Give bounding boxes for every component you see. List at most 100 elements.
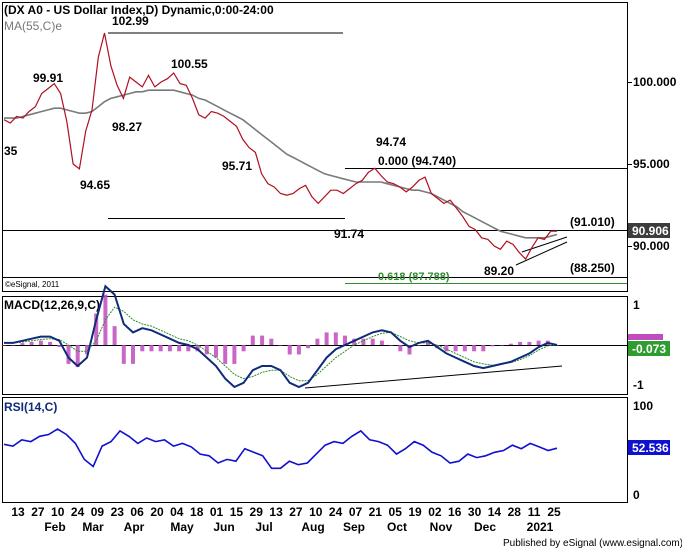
annotation-fib-618: 0.618 (87.788) <box>378 271 450 283</box>
annotation-98-27: 98.27 <box>112 120 142 134</box>
x-month-label: Sep <box>343 520 365 534</box>
macd-histogram-bar <box>499 345 504 346</box>
panel-frames <box>2 2 628 503</box>
macd-histogram-bar <box>186 345 191 352</box>
x-month-label: Jun <box>213 520 234 534</box>
macd-histogram-bar <box>121 345 126 364</box>
macd-histogram-bar <box>324 332 329 345</box>
price-panel: (DX A0 - US Dollar Index,D) Dynamic,0:00… <box>2 3 677 289</box>
x-tick-label: 27 <box>31 505 45 519</box>
x-month-label: Dec <box>474 520 496 534</box>
x-month-label: Oct <box>387 520 407 534</box>
macd-histogram-bar <box>241 345 246 352</box>
macd-histogram-bar <box>158 345 163 352</box>
annotation-100-55: 100.55 <box>171 57 208 71</box>
x-tick-label: 13 <box>269 505 283 519</box>
x-tick-label: 23 <box>111 505 125 519</box>
x-month-label: Mar <box>82 520 104 534</box>
macd-histogram-bar <box>85 345 89 355</box>
x-axis-day-ticks: 13 27 10 24 09 23 06 20 04 18 01 15 29 13 27 10 24 07 21 05… <box>11 505 561 519</box>
x-tick-label: 02 <box>428 505 442 519</box>
macd-histogram-bar <box>333 332 338 345</box>
x-tick-label: 24 <box>329 505 343 519</box>
x-tick-label: 15 <box>230 505 244 519</box>
x-tick-label: 09 <box>91 505 105 519</box>
macd-current-badge <box>628 341 670 356</box>
x-tick-label: 28 <box>508 505 522 519</box>
macd-histogram-bar <box>112 326 117 345</box>
macd-hist-marker <box>628 334 663 340</box>
macd-histogram-bar <box>472 345 477 352</box>
x-tick-label: 10 <box>51 505 65 519</box>
x-tick-label: 30 <box>468 505 482 519</box>
macd-histogram-bar <box>306 345 311 349</box>
x-tick-label: 07 <box>349 505 363 519</box>
x-month-label: Apr <box>124 520 145 534</box>
macd-histogram-bar <box>287 345 292 355</box>
macd-histogram-bar <box>57 345 62 347</box>
macd-histogram-bar <box>343 335 347 345</box>
annotation-99-91: 99.91 <box>33 71 63 85</box>
x-month-label: May <box>170 520 194 534</box>
price-panel-frame <box>2 2 628 292</box>
price-series-line <box>3 32 558 261</box>
macd-histogram-bar <box>444 345 449 352</box>
macd-histogram-bar <box>2 345 6 346</box>
macd-histogram-bar <box>518 341 523 345</box>
macd-tick-1: 1 <box>633 298 640 312</box>
x-tick-label: 05 <box>389 505 403 519</box>
macd-histogram-bar <box>131 345 135 364</box>
annotation-94-74: 94.74 <box>376 135 406 149</box>
macd-histogram-bar <box>204 345 209 355</box>
macd-current-value: -0.073 <box>632 342 666 356</box>
x-month-label: Aug <box>301 520 324 534</box>
rsi-panel: RSI(14,C) 100 50 0 52.536 <box>3 399 670 502</box>
rsi-label: RSI(14,C) <box>4 400 57 414</box>
x-tick-label: 13 <box>11 505 25 519</box>
macd-histogram-bar <box>75 345 80 367</box>
macd-trendline <box>304 365 563 389</box>
x-month-label: Nov <box>430 520 453 534</box>
macd-histogram-bar <box>223 345 228 364</box>
macd-histogram-bar <box>361 338 366 345</box>
macd-histogram-bar <box>11 345 16 346</box>
x-tick-label: 11 <box>528 505 541 519</box>
ma-55-line <box>4 89 558 239</box>
macd-histogram-bar <box>379 340 384 345</box>
macd-panel: MACD(12,26,9,C) 1 -1 -0.073 <box>2 284 670 392</box>
x-tick-label: 06 <box>130 505 144 519</box>
x-month-label: Jul <box>255 520 272 534</box>
x-tick-label: 01 <box>210 505 224 519</box>
annotation-91-010: (91.010) <box>570 215 615 229</box>
macd-histogram-bar <box>296 345 301 355</box>
x-tick-label: 16 <box>448 505 462 519</box>
rsi-panel-frame <box>2 397 628 503</box>
macd-histogram-bar <box>315 338 320 345</box>
x-tick-label: 18 <box>190 505 204 519</box>
macd-histogram-bar <box>94 313 99 345</box>
rsi-tick-0: 0 <box>633 488 640 502</box>
macd-line <box>4 284 558 389</box>
x-tick-label: 10 <box>309 505 323 519</box>
annotation-94-65: 94.65 <box>80 178 110 192</box>
wedge-lower-trendline <box>515 241 568 266</box>
price-current-badge <box>628 223 670 238</box>
macd-histogram-bar <box>250 335 255 346</box>
macd-histogram-bar <box>177 345 182 352</box>
rsi-current-value: 52.536 <box>632 441 669 455</box>
annotation-35: 35 <box>4 144 18 158</box>
macd-histogram-bar <box>214 345 218 358</box>
price-current-value: 90.906 <box>632 224 669 238</box>
annotation-fib-zero: 0.000 (94.740) <box>378 154 456 168</box>
macd-histogram-bar <box>508 343 513 345</box>
macd-histogram-bar <box>38 340 43 345</box>
price-y-ticks <box>627 82 632 247</box>
macd-histogram-bar <box>167 345 172 352</box>
macd-histogram-bar <box>527 341 532 345</box>
symbol-title: (DX A0 - US Dollar Index,D) Dynamic,0:00… <box>4 3 274 17</box>
price-tick-95: 95.000 <box>633 157 670 171</box>
macd-histogram-bar <box>398 345 403 352</box>
macd-histogram-bar <box>269 338 274 345</box>
x-month-label: Feb <box>44 520 65 534</box>
